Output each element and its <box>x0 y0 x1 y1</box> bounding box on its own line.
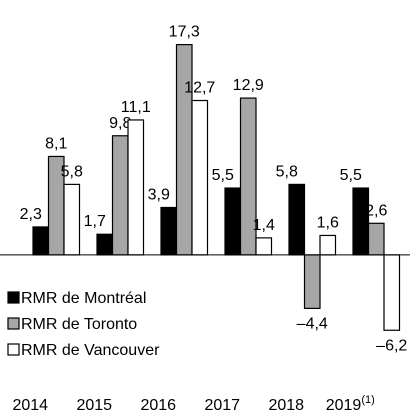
category: 2016 <box>140 397 176 414</box>
legend-swatch <box>7 291 20 304</box>
data-label: 11,1 <box>121 99 151 116</box>
data-label: 12,9 <box>233 77 264 94</box>
data-label: 2,6 <box>365 202 387 219</box>
bar <box>319 234 337 256</box>
bar <box>32 226 50 256</box>
data-label: 5,5 <box>212 167 234 184</box>
bar <box>63 183 81 256</box>
category: 2019 <box>326 397 362 414</box>
category: 2014 <box>12 397 48 414</box>
bar <box>111 135 129 256</box>
data-label: 5,8 <box>61 163 83 180</box>
data-label: 1,4 <box>253 217 275 234</box>
category: 2017 <box>204 397 240 414</box>
bar <box>127 119 145 256</box>
x-tick-label: 2019(1) <box>326 394 375 414</box>
x-tick-label: 2014 <box>12 397 48 414</box>
bar <box>96 233 114 256</box>
bar <box>175 43 193 256</box>
bar <box>367 222 385 256</box>
data-label: –6,2 <box>376 337 407 354</box>
bar <box>160 206 178 256</box>
category: 2018 <box>268 397 304 414</box>
legend-swatch <box>7 317 20 330</box>
data-label: 1,7 <box>84 213 106 230</box>
data-label: 5,5 <box>340 167 362 184</box>
data-label: 17,3 <box>169 24 200 41</box>
bar <box>191 99 209 256</box>
bar <box>255 237 273 256</box>
x-tick-label: 2015 <box>76 397 112 414</box>
data-label: 3,9 <box>148 186 170 203</box>
data-label: 9,8 <box>109 115 131 132</box>
bar <box>288 183 306 256</box>
category: 2015 <box>76 397 112 414</box>
legend-swatch <box>7 343 20 356</box>
data-label: 2,3 <box>20 206 42 223</box>
legend-label: RMR de Vancouver <box>21 342 160 359</box>
bar <box>224 187 242 256</box>
bar <box>352 187 370 256</box>
bar <box>303 254 321 309</box>
legend-label: RMR de Toronto <box>21 316 137 333</box>
x-tick-label: 2018 <box>268 397 304 414</box>
data-label: 5,8 <box>276 163 298 180</box>
x-tick-label: 2017 <box>204 397 240 414</box>
x-tick-label: 2016 <box>140 397 176 414</box>
data-label: –4,4 <box>297 315 328 332</box>
bar <box>383 254 401 331</box>
data-label: 1,6 <box>317 214 339 231</box>
category-note: (1) <box>361 394 374 406</box>
data-label: 12,7 <box>184 80 215 97</box>
legend-label: RMR de Montréal <box>21 290 146 307</box>
data-label: 8,1 <box>45 135 67 152</box>
